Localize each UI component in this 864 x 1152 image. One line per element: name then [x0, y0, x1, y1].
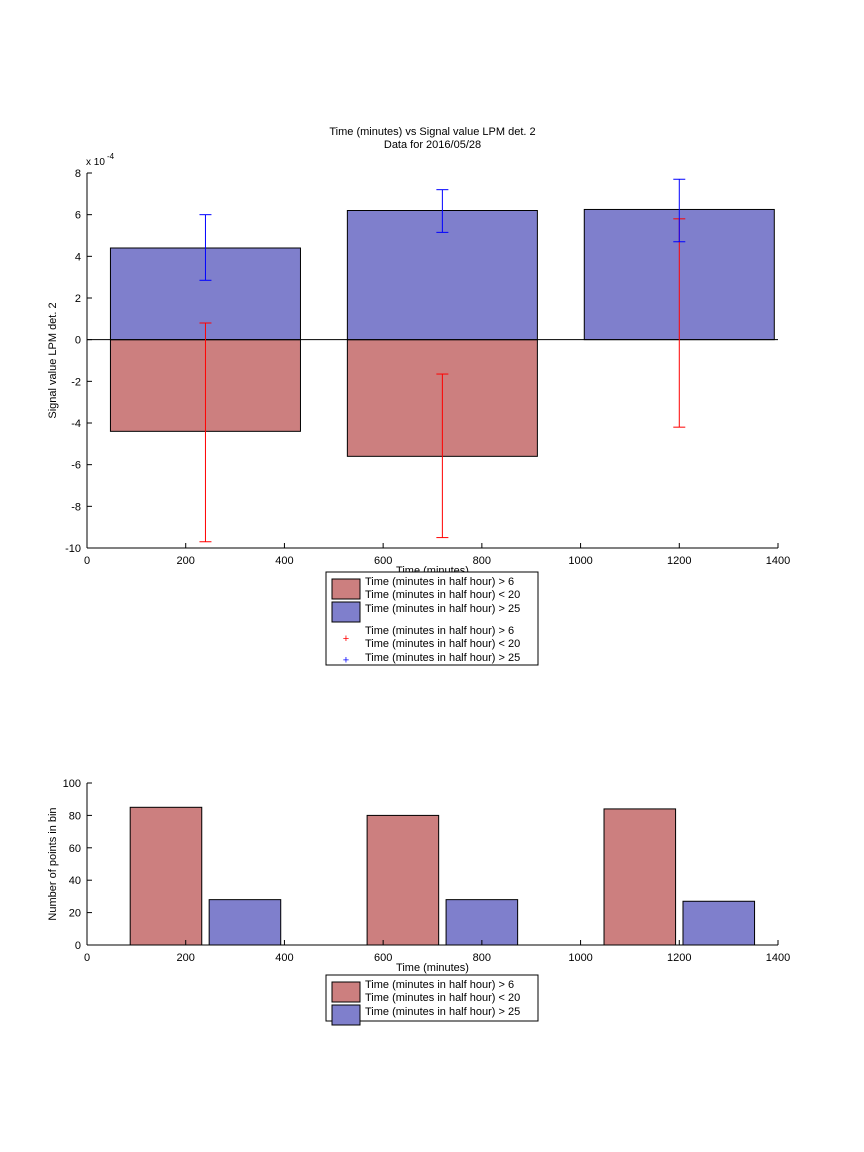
x-tick-label: 1400	[766, 952, 790, 964]
legend-label: Time (minutes in half hour) > 25	[365, 1006, 520, 1018]
x-tick-label: 600	[374, 952, 392, 964]
y-tick-label: -8	[71, 501, 81, 513]
y-tick-label: -4	[71, 418, 81, 430]
x-tick-label: 1400	[766, 555, 790, 567]
y-tick-label: 100	[63, 778, 81, 790]
errorbar-series1-2	[673, 178, 686, 243]
legend-patch-1	[331, 1004, 361, 1026]
legend-label: Time (minutes in half hour) > 6	[365, 576, 514, 588]
legend-marker-3: +	[343, 655, 349, 667]
chart-title-line: Data for 2016/05/28	[384, 139, 481, 151]
count-chart: 0 200 400 600 800 1000 1200 1400 0 20 40 60 80 100 Tim…	[47, 778, 790, 1026]
legend-box	[325, 974, 539, 1022]
x-tick-label: 400	[275, 952, 293, 964]
y-tick-label: 0	[75, 335, 81, 347]
bar-series0-0	[129, 806, 203, 946]
y-tick-label: 4	[75, 251, 81, 263]
y-tick-label: -2	[71, 376, 81, 388]
y-tick-label: 40	[69, 875, 81, 887]
y-tick-label: 6	[75, 210, 81, 222]
legend-patch-1	[331, 601, 361, 623]
y-tick-label: 0	[75, 940, 81, 952]
x-tick-label: 200	[177, 952, 195, 964]
y-axis-label: Number of points in bin	[47, 807, 59, 920]
x-axis-label: Time (minutes)	[396, 962, 469, 974]
legend-patch-0	[331, 981, 361, 1003]
y-tick-label: -10	[65, 543, 81, 555]
legend-label: Time (minutes in half hour) < 20	[365, 992, 520, 1004]
legend-patch-0	[331, 578, 361, 600]
signal-chart: 0 200 400 600 800 1000 1200 1400 -10 -8 -6 -4 -2 0 2 4 6…	[47, 126, 790, 667]
x-tick-label: 800	[473, 952, 491, 964]
legend-label: Time (minutes in half hour) < 20	[365, 589, 520, 601]
errorbar-series0-0	[199, 322, 212, 543]
bar-series1-2	[682, 900, 756, 946]
y-tick-label: -6	[71, 460, 81, 472]
x-tick-label: 600	[374, 555, 392, 567]
legend-label: Time (minutes in half hour) > 25	[365, 603, 520, 615]
legend-label: Time (minutes in half hour) > 25	[365, 652, 520, 664]
y-exponent-label: x 10	[86, 157, 105, 168]
legend-marker-2: +	[343, 633, 349, 645]
legend-label: Time (minutes in half hour) < 20	[365, 638, 520, 650]
y-tick-label: 80	[69, 810, 81, 822]
y-axis-label: Signal value LPM det. 2	[47, 302, 59, 418]
errorbar-series1-0	[199, 214, 212, 281]
x-tick-label: 800	[473, 555, 491, 567]
legend-box	[325, 571, 539, 666]
y-tick-label: 20	[69, 908, 81, 920]
x-tick-label: 0	[84, 952, 90, 964]
x-tick-label: 1000	[568, 555, 592, 567]
bar-series1-1	[445, 899, 519, 946]
errorbar-series1-1	[436, 189, 449, 233]
legend-label: Time (minutes in half hour) > 6	[365, 625, 514, 637]
x-tick-label: 1200	[667, 952, 691, 964]
y-tick-label: 60	[69, 843, 81, 855]
x-tick-label: 1000	[568, 952, 592, 964]
bar-series1-0	[208, 899, 282, 946]
legend-label: Time (minutes in half hour) > 6	[365, 979, 514, 991]
x-tick-label: 200	[177, 555, 195, 567]
x-tick-label: 400	[275, 555, 293, 567]
x-tick-label: 0	[84, 555, 90, 567]
y-tick-label: 8	[75, 168, 81, 180]
chart-title-line: Time (minutes) vs Signal value LPM det. …	[329, 126, 535, 138]
errorbar-series0-1	[436, 373, 449, 539]
x-tick-label: 1200	[667, 555, 691, 567]
y-exponent-power: -4	[107, 152, 115, 161]
y-tick-label: 2	[75, 293, 81, 305]
bar-series0-2	[603, 808, 677, 946]
bar-series0-1	[366, 814, 440, 946]
